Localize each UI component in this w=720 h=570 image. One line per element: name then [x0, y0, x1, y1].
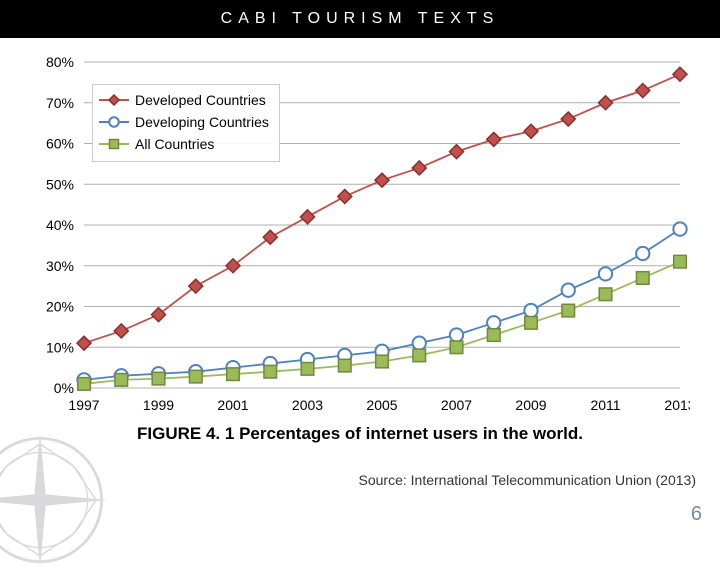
marker-all — [562, 304, 575, 317]
compass-icon — [0, 430, 110, 570]
caption-text: Percentages of internet users in the wor… — [239, 424, 583, 443]
chart-legend: Developed Countries Developing Countries A… — [92, 84, 280, 162]
marker-all — [487, 329, 500, 342]
marker-developed — [375, 173, 389, 187]
marker-all — [227, 368, 240, 381]
marker-developed — [636, 84, 650, 98]
marker-all — [78, 378, 91, 391]
marker-developing — [450, 328, 463, 341]
legend-label: Developed Countries — [135, 92, 266, 108]
legend-item-all: All Countries — [99, 133, 269, 155]
y-tick-label: 10% — [46, 339, 74, 355]
marker-all — [636, 272, 649, 285]
marker-all — [674, 255, 687, 268]
marker-developing — [599, 267, 612, 280]
marker-developed — [412, 161, 426, 175]
legend-label: Developing Countries — [135, 114, 269, 130]
x-tick-label: 2007 — [441, 397, 472, 413]
x-tick-label: 2001 — [217, 397, 248, 413]
marker-developing — [673, 222, 686, 235]
legend-item-developing: Developing Countries — [99, 111, 269, 133]
marker-all — [189, 370, 202, 383]
caption-prefix: FIGURE 4. 1 — [137, 424, 234, 443]
marker-developed — [152, 308, 166, 322]
marker-developing — [636, 247, 649, 260]
marker-all — [301, 363, 314, 376]
y-tick-label: 80% — [46, 56, 74, 70]
marker-all — [450, 341, 463, 354]
marker-developed — [77, 336, 91, 350]
marker-developed — [673, 67, 687, 81]
marker-developed — [189, 279, 203, 293]
marker-all — [338, 359, 351, 372]
marker-developed — [226, 259, 240, 273]
x-tick-label: 1997 — [68, 397, 99, 413]
marker-developed — [487, 132, 501, 146]
x-tick-label: 2003 — [292, 397, 323, 413]
marker-developed — [114, 324, 128, 338]
legend-item-developed: Developed Countries — [99, 89, 269, 111]
marker-all — [376, 355, 389, 368]
marker-all — [413, 349, 426, 362]
marker-developing — [487, 316, 500, 329]
marker-developed — [524, 124, 538, 138]
y-tick-label: 50% — [46, 176, 74, 192]
marker-developed — [263, 230, 277, 244]
marker-all — [152, 372, 165, 385]
x-tick-label: 2005 — [366, 397, 397, 413]
x-tick-label: 2013 — [664, 397, 690, 413]
marker-developed — [599, 96, 613, 110]
marker-developed — [561, 112, 575, 126]
marker-all — [264, 365, 277, 378]
page-number: 6 — [691, 503, 702, 526]
x-tick-label: 2011 — [590, 397, 620, 413]
marker-developing — [562, 284, 575, 297]
marker-all — [525, 317, 538, 330]
y-tick-label: 30% — [46, 258, 74, 274]
y-tick-label: 20% — [46, 299, 74, 315]
y-tick-label: 60% — [46, 136, 74, 152]
marker-developing — [524, 304, 537, 317]
marker-all — [115, 374, 128, 387]
header-bar: CABI TOURISM TEXTS — [0, 0, 720, 38]
header-title: CABI TOURISM TEXTS — [221, 10, 500, 27]
y-tick-label: 40% — [46, 217, 74, 233]
y-tick-label: 0% — [54, 380, 74, 396]
x-tick-label: 2009 — [515, 397, 546, 413]
marker-all — [599, 288, 612, 301]
chart-container: 0% 10% 20% 30% 40% 50% 60% 70% 80% 1997 1999 2001 20… — [30, 56, 690, 416]
marker-developed — [450, 145, 464, 159]
marker-developed — [338, 189, 352, 203]
marker-developing — [413, 337, 426, 350]
legend-label: All Countries — [135, 136, 214, 152]
x-tick-label: 1999 — [143, 397, 174, 413]
marker-developed — [301, 210, 315, 224]
y-tick-label: 70% — [46, 95, 74, 111]
